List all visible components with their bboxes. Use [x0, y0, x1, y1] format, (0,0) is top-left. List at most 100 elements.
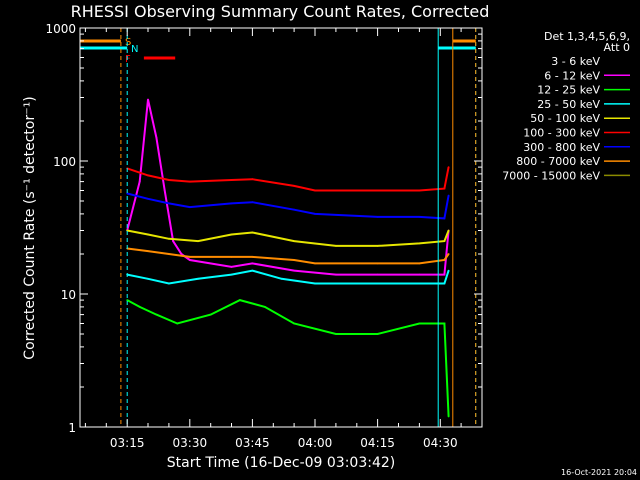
- series-5-point: [443, 240, 446, 243]
- series-5-point: [230, 233, 233, 236]
- bar-F-5: [143, 56, 176, 60]
- series-8-point: [188, 256, 191, 258]
- series-6-point: [251, 178, 254, 181]
- x-tick-label: 03:15: [110, 436, 145, 450]
- series-4-point: [355, 282, 358, 285]
- series-5-point: [418, 242, 421, 245]
- y-axis: 1 10 100 1000: [45, 22, 482, 435]
- legend-label-7: 300 - 800 keV: [523, 141, 600, 154]
- series-5-point: [126, 229, 129, 232]
- series-6-point: [443, 187, 446, 190]
- series-1-point: [172, 213, 175, 215]
- series-6-point: [418, 189, 421, 192]
- bar-N-4: [438, 46, 476, 50]
- series-7-point: [293, 208, 295, 211]
- series-1-point: [209, 269, 212, 272]
- legend-label-1: 3 - 6 keV: [551, 55, 600, 68]
- series-7-point: [376, 216, 379, 218]
- series-1-point: [376, 277, 379, 280]
- series-8-point: [147, 250, 149, 253]
- series-4-point: [280, 277, 283, 280]
- series-4-point: [168, 282, 170, 285]
- x-tick-label: 03:45: [235, 436, 270, 450]
- series-3-point: [138, 306, 141, 308]
- series-line-8: [127, 247, 450, 265]
- series-2-point: [251, 262, 254, 265]
- legend-label-2: 6 - 12 keV: [544, 69, 600, 82]
- series-2-point: [293, 269, 295, 272]
- series-6-point: [188, 180, 191, 183]
- series-2-point: [230, 266, 233, 268]
- series-2-point: [155, 136, 158, 139]
- bar-label-N: N: [131, 44, 138, 55]
- legend-header: Att 0: [604, 41, 630, 54]
- series-8-point: [418, 262, 421, 265]
- series-8-point: [447, 253, 450, 255]
- series-4-point: [230, 273, 233, 276]
- series-2-point: [180, 253, 183, 255]
- series-6-point: [314, 189, 316, 192]
- y-tick-label: 1000: [45, 22, 76, 36]
- series-3-point: [155, 313, 158, 316]
- series-8-point: [251, 256, 254, 258]
- series-2-point: [418, 273, 421, 276]
- vlines-layer: [120, 28, 477, 427]
- bar-N-3: [80, 46, 128, 50]
- series-layer: [126, 98, 450, 418]
- legend-label-5: 50 - 100 keV: [530, 112, 600, 125]
- series-6-point: [168, 179, 170, 181]
- series-1-point: [335, 277, 337, 280]
- series-7-point: [418, 216, 421, 218]
- series-line-1: [126, 112, 450, 302]
- y-axis-label: Corrected Count Rate (s⁻¹ detector⁻¹): [22, 96, 38, 359]
- bar-label-F: F: [125, 54, 131, 65]
- bar-label-S: S: [125, 37, 131, 48]
- legend-label-3: 12 - 25 keV: [537, 84, 600, 97]
- series-6-point: [147, 174, 149, 177]
- series-2-point: [443, 273, 446, 276]
- x-tick-label: 04:15: [360, 436, 395, 450]
- series-3-point: [239, 299, 241, 301]
- series-line-2: [126, 99, 450, 276]
- series-1-point: [159, 149, 162, 152]
- y-tick-label: 100: [53, 155, 76, 169]
- series-5-point: [447, 229, 450, 232]
- series-5-point: [168, 237, 170, 240]
- series-2-point: [335, 273, 337, 276]
- x-tick-label: 03:30: [173, 436, 208, 450]
- series-2-point: [376, 273, 379, 276]
- series-4-point: [443, 282, 446, 285]
- y-tick-label: 1: [68, 421, 76, 435]
- series-1-point: [188, 262, 191, 265]
- series-line-7: [126, 192, 450, 220]
- series-2-point: [147, 98, 149, 101]
- series-7-point: [168, 202, 170, 205]
- series-2-point: [188, 259, 191, 261]
- series-3-point: [293, 322, 295, 325]
- series-8-point: [293, 259, 295, 261]
- series-5-point: [335, 245, 337, 247]
- series-8-point: [443, 259, 446, 261]
- series-7-point: [443, 217, 446, 220]
- series-4-point: [197, 277, 200, 280]
- series-line-5: [127, 229, 450, 247]
- legend-label-6: 100 - 300 keV: [523, 127, 600, 140]
- series-1-point: [251, 266, 254, 268]
- series-4-point: [251, 269, 254, 272]
- series-7-point: [447, 194, 450, 197]
- series-3-point: [176, 322, 179, 325]
- timestamp: 16-Oct-2021 20:04: [561, 468, 637, 477]
- series-5-point: [376, 245, 379, 247]
- series-3-point: [335, 333, 337, 335]
- series-5-point: [147, 233, 149, 236]
- bar-S-1: [80, 39, 121, 43]
- series-line-6: [126, 166, 450, 192]
- y-tick-label: 10: [61, 288, 76, 302]
- series-7-point: [147, 197, 149, 200]
- chart-title: RHESSI Observing Summary Count Rates, Co…: [71, 2, 490, 21]
- series-line-4: [127, 269, 450, 285]
- series-2-point: [163, 189, 166, 192]
- series-7-point: [126, 192, 129, 195]
- series-8-point: [230, 256, 233, 258]
- series-3-point: [443, 322, 446, 325]
